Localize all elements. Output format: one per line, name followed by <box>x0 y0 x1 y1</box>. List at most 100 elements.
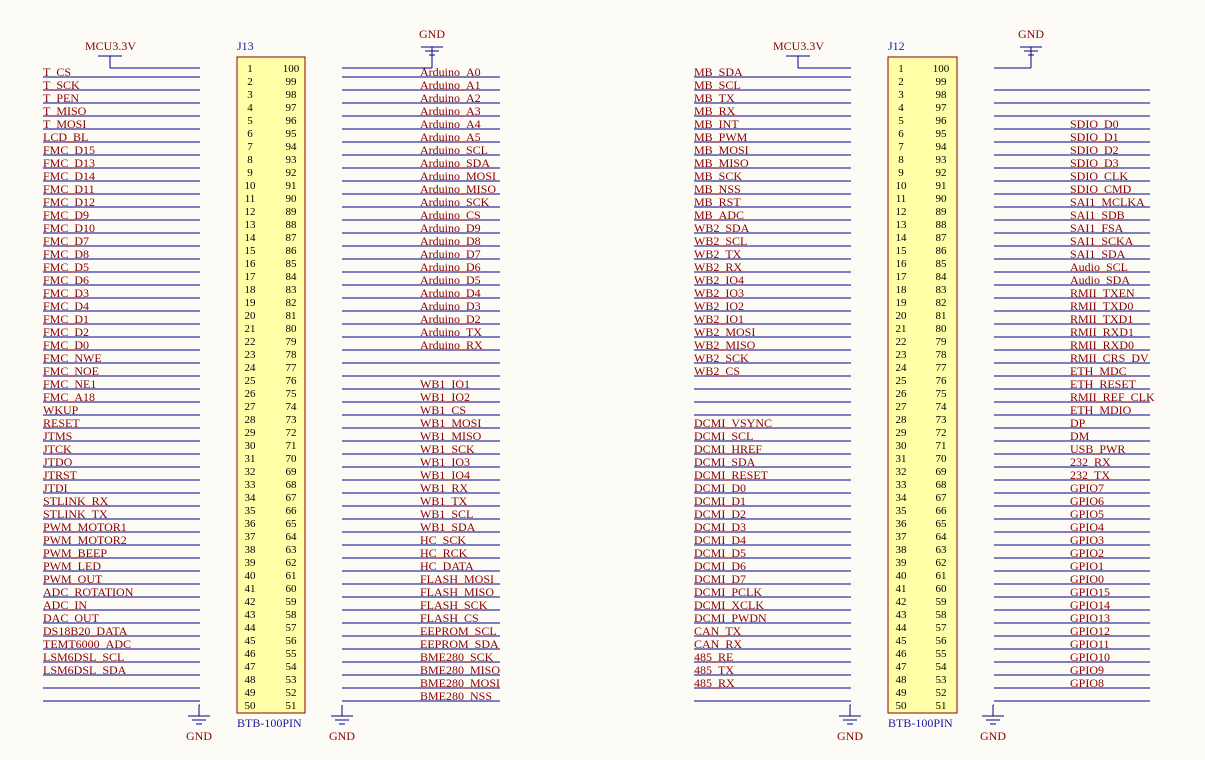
pin-number: 60 <box>286 583 298 595</box>
pin-number: 94 <box>286 141 298 153</box>
pin-number: 9 <box>898 167 904 179</box>
pin-number: 52 <box>286 687 297 699</box>
net-label-left: DCMI_SCL <box>694 429 753 443</box>
pin-number: 44 <box>896 622 908 634</box>
net-label-right: Audio_SCL <box>1070 260 1128 274</box>
pin-number: 57 <box>286 622 298 634</box>
pin-number: 92 <box>286 167 297 179</box>
pin-number: 66 <box>286 505 298 517</box>
pin-number: 79 <box>286 336 298 348</box>
pin-number: 41 <box>245 583 256 595</box>
net-label-left: FMC_D1 <box>43 312 89 326</box>
net-label-right: Arduino_D8 <box>420 234 481 248</box>
net-label-left: PWM_MOTOR2 <box>43 533 127 547</box>
pin-number: 77 <box>936 362 948 374</box>
net-label-right: GPIO1 <box>1070 559 1104 573</box>
net-label-left: FMC_D10 <box>43 221 95 235</box>
net-label-left: JTCK <box>43 442 72 456</box>
pin-number: 67 <box>286 492 298 504</box>
pin-number: 93 <box>286 154 298 166</box>
pin-number: 7 <box>898 141 904 153</box>
pin-number: 42 <box>245 596 256 608</box>
pin-number: 100 <box>283 63 300 75</box>
pin-number: 90 <box>286 193 298 205</box>
pin-number: 63 <box>286 544 298 556</box>
pin-number: 73 <box>286 414 298 426</box>
net-label-left: DCMI_D6 <box>694 559 746 573</box>
net-label-right: SDIO_D3 <box>1070 156 1119 170</box>
pin-number: 47 <box>896 661 908 673</box>
net-label-left: JTRST <box>43 468 78 482</box>
pin-number: 5 <box>898 115 904 127</box>
pin-number: 61 <box>286 570 297 582</box>
pin-number: 52 <box>936 687 947 699</box>
net-label-left: ADC_IN <box>43 598 87 612</box>
pin-number: 8 <box>247 154 253 166</box>
pin-number: 32 <box>245 466 256 478</box>
pin-number: 29 <box>245 427 257 439</box>
net-label-right: GPIO12 <box>1070 624 1110 638</box>
net-label-left: FMC_D0 <box>43 338 89 352</box>
net-label-left: FMC_NOE <box>43 364 99 378</box>
gnd-top-symbol <box>421 46 443 56</box>
pin-number: 67 <box>936 492 948 504</box>
pin-number: 39 <box>245 557 257 569</box>
pin-number: 90 <box>936 193 948 205</box>
net-label-right: GPIO4 <box>1070 520 1104 534</box>
net-label-left: STLINK_RX <box>43 494 109 508</box>
pin-number: 38 <box>245 544 257 556</box>
net-label-right: BME280_MISO <box>420 663 500 677</box>
pin-number: 50 <box>896 700 908 712</box>
net-label-left: DCMI_PWDN <box>694 611 767 625</box>
net-label-left: CAN_TX <box>694 624 742 638</box>
net-label-left: TEMT6000_ADC <box>43 637 131 651</box>
net-label-right: Arduino_TX <box>420 325 482 339</box>
net-label-right: GPIO11 <box>1070 637 1110 651</box>
net-label-right: USB_PWR <box>1070 442 1125 456</box>
pin-number: 95 <box>286 128 298 140</box>
net-label-left: MB_ADC <box>694 208 744 222</box>
net-label-right: Audio_SDA <box>1070 273 1130 287</box>
pin-number: 19 <box>896 297 908 309</box>
net-label-right: Arduino_A0 <box>420 65 481 79</box>
net-label-left: DCMI_VSYNC <box>694 416 772 430</box>
gnd-bottom-left-symbol <box>188 715 210 725</box>
net-label-right: WB1_SDA <box>420 520 476 534</box>
pin-number: 33 <box>245 479 257 491</box>
pin-number: 76 <box>286 375 298 387</box>
net-label-right: RMII_RXD1 <box>1070 325 1134 339</box>
gnd-top-symbol <box>1020 46 1042 56</box>
pin-number: 98 <box>936 89 948 101</box>
net-label-left: WB2_IO2 <box>694 299 744 313</box>
net-label-left: MB_SDA <box>694 65 743 79</box>
net-label-right: FLASH_MISO <box>420 585 494 599</box>
net-label-right: WB1_MISO <box>420 429 482 443</box>
gnd-bottom-left-symbol <box>839 715 861 725</box>
pin-number: 41 <box>896 583 907 595</box>
pin-number: 89 <box>936 206 948 218</box>
pin-number: 44 <box>245 622 257 634</box>
pin-number: 34 <box>896 492 908 504</box>
pin-number: 10 <box>245 180 257 192</box>
pin-number: 30 <box>245 440 257 452</box>
pin-number: 58 <box>936 609 948 621</box>
pin-number: 21 <box>245 323 256 335</box>
net-label-right: WB1_SCK <box>420 442 475 456</box>
pin-number: 24 <box>245 362 257 374</box>
net-label-right: WB1_MOSI <box>420 416 481 430</box>
pin-number: 80 <box>286 323 298 335</box>
net-label-left: FMC_D13 <box>43 156 95 170</box>
net-label-left: DCMI_D2 <box>694 507 746 521</box>
pin-number: 36 <box>245 518 257 530</box>
pin-number: 57 <box>936 622 948 634</box>
pin-number: 14 <box>896 232 908 244</box>
net-label-right: GPIO15 <box>1070 585 1110 599</box>
net-label-right: FLASH_CS <box>420 611 479 625</box>
net-label-left: ADC_ROTATION <box>43 585 134 599</box>
net-label-left: MB_NSS <box>694 182 741 196</box>
pin-number: 13 <box>245 219 257 231</box>
pin-number: 54 <box>936 661 948 673</box>
net-label-right: WB1_IO2 <box>420 390 470 404</box>
pin-number: 94 <box>936 141 948 153</box>
